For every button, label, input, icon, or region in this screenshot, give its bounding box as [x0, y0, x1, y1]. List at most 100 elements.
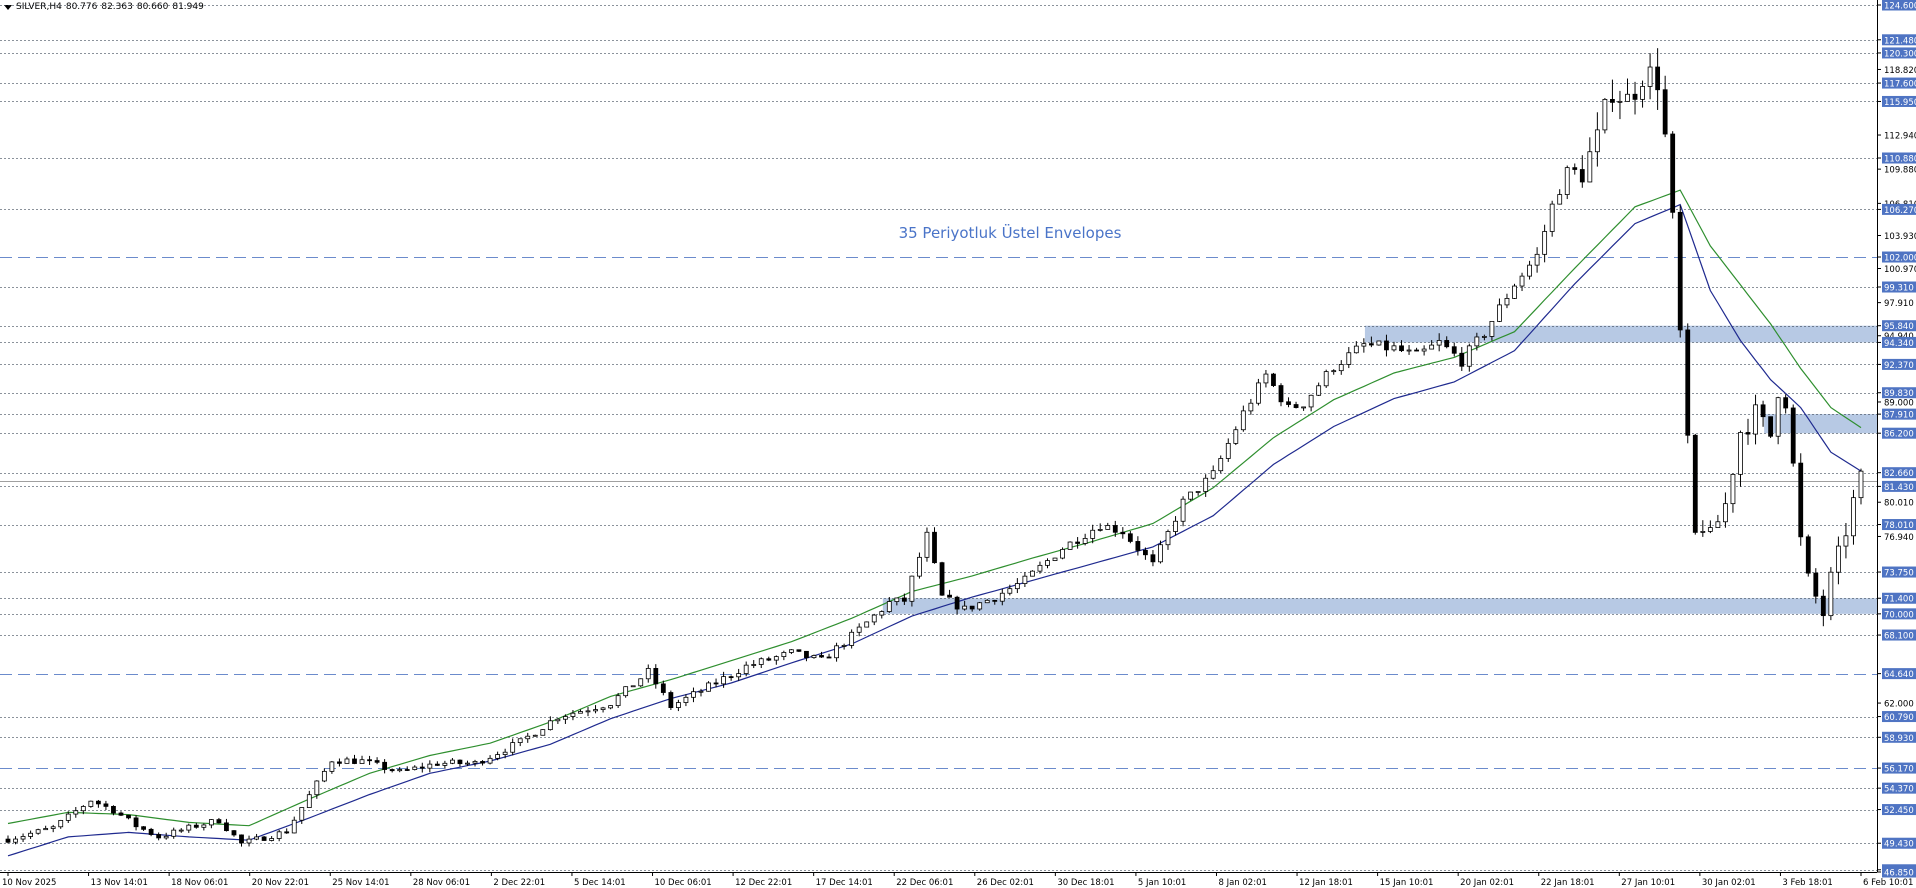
candle-body [932, 531, 937, 564]
candle-body [909, 575, 915, 602]
candle [254, 833, 259, 841]
price-label: 80.010 [1884, 499, 1914, 509]
candle-body [653, 668, 659, 685]
candle-body [261, 836, 267, 841]
candle-body [1436, 340, 1442, 346]
candle [766, 656, 772, 662]
price-label: 56.170 [1884, 765, 1914, 775]
candle-body [35, 829, 41, 834]
candle-body [1150, 554, 1156, 563]
dropdown-triangle-icon[interactable] [4, 4, 12, 10]
candle-body [781, 652, 787, 658]
zone-2 [882, 598, 1877, 614]
candle-body [1255, 382, 1261, 404]
price-label: 117.600 [1884, 80, 1916, 90]
candle-body [1715, 521, 1721, 528]
candle [1346, 347, 1352, 369]
candle-body [886, 601, 892, 612]
candle [442, 760, 448, 769]
candle [73, 806, 79, 818]
close-value: 81.949 [172, 2, 204, 12]
candle-body [683, 696, 689, 703]
candle [374, 757, 380, 765]
candle-body [1497, 304, 1502, 322]
candle [999, 588, 1005, 606]
price-axis[interactable]: 124.600 121.480 120.300 118.820 117.600 115.9… [1877, 0, 1916, 879]
candle [984, 599, 990, 604]
candle-body [962, 605, 968, 610]
candle [1700, 520, 1706, 537]
candle-body [1474, 336, 1480, 347]
candle [1451, 342, 1457, 357]
candle [344, 756, 350, 764]
candle [977, 601, 983, 611]
candle-body [193, 824, 199, 828]
candle [224, 818, 229, 832]
candle-body [1030, 570, 1035, 577]
candle-body [389, 769, 395, 772]
candle [1594, 112, 1600, 167]
price-label: 109.880 [1884, 166, 1916, 176]
candle-body [1165, 531, 1171, 546]
candle [141, 826, 146, 831]
candle-body [1466, 345, 1472, 367]
candle [683, 694, 689, 707]
candle [321, 768, 327, 783]
candle-body [1421, 348, 1427, 352]
candle-body [1851, 497, 1856, 537]
candle-body [721, 676, 726, 685]
candle [547, 716, 553, 731]
low-value: 80.660 [136, 2, 169, 12]
candle [1195, 491, 1201, 496]
candle-body [1135, 541, 1141, 551]
candle-body [977, 602, 983, 610]
time-label: 30 Jan 02:01 [1702, 878, 1756, 888]
candle-body [502, 751, 508, 755]
time-axis[interactable]: 10 Nov 2025 13 Nov 14:01 18 Nov 06:01 20 No… [2, 872, 1913, 888]
candle-body [1481, 336, 1487, 338]
candle-body [1444, 340, 1450, 348]
candle [178, 828, 184, 833]
candle-body [1112, 525, 1118, 533]
time-label: 25 Nov 14:01 [332, 878, 389, 888]
candle [1836, 536, 1841, 585]
price-label: 73.750 [1884, 569, 1914, 579]
candle-body [126, 814, 131, 819]
candle [773, 655, 779, 665]
candle-body [969, 605, 975, 610]
candle-body [1587, 151, 1593, 183]
price-label: 120.300 [1884, 49, 1916, 59]
price-label: 52.450 [1884, 806, 1914, 816]
candle-body [1685, 329, 1691, 436]
candle [736, 668, 742, 681]
candle [35, 828, 41, 835]
price-label: 124.600 [1884, 2, 1916, 12]
candle-body [1014, 583, 1020, 590]
candle [917, 552, 922, 579]
price-label: 103.930 [1884, 232, 1916, 242]
candle [1007, 584, 1013, 596]
candle [412, 765, 418, 771]
candle [1572, 163, 1578, 175]
candle-body [246, 838, 252, 844]
candle-body [1429, 344, 1435, 350]
candle [118, 811, 124, 817]
candle-body [216, 819, 222, 824]
candle-body [156, 834, 162, 839]
candle-body [706, 682, 711, 692]
candle [1760, 400, 1766, 427]
candle-body [1308, 394, 1314, 408]
price-label: 89.830 [1884, 389, 1914, 399]
candle [1685, 323, 1691, 444]
candle-body [849, 631, 855, 646]
candle-body [871, 614, 877, 623]
candle-body [1368, 343, 1374, 346]
candle [939, 561, 945, 596]
candle [472, 759, 478, 767]
candle-body [404, 769, 410, 771]
candle [427, 760, 433, 773]
candle-body [1798, 462, 1804, 538]
time-label: 20 Jan 02:01 [1460, 878, 1514, 888]
indicator-annotation: 35 Periyotluk Üstel Envelopes [899, 223, 1122, 242]
